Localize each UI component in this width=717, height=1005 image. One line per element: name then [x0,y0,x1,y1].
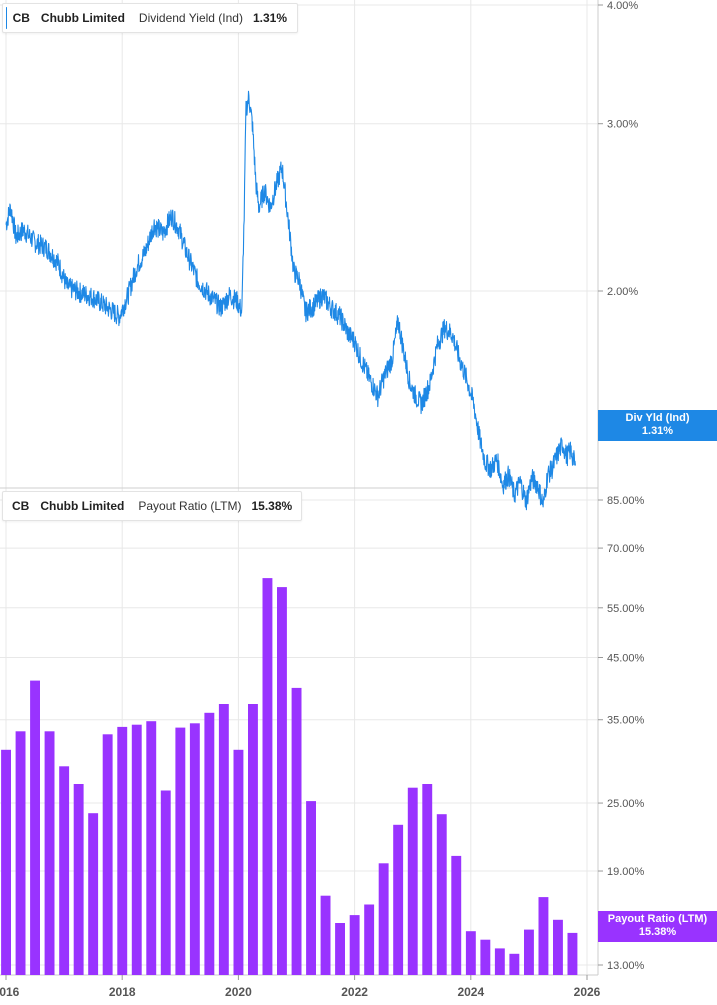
payout-y-tick-label: 85.00% [607,495,645,507]
payout-ratio-bar [378,863,389,975]
payout-y-tick-label: 70.00% [607,543,645,555]
payout-y-axis-ticks: 85.00% 70.00% 55.00% 45.00% 35.00% 25.00% 19.0… [598,495,645,972]
payout-ratio-bar [436,814,447,975]
payout-ratio-value-badge: Payout Ratio (LTM) 15.38% [598,911,717,942]
payout-ratio-bar [262,578,273,975]
payout-ratio-bar [524,929,534,975]
legend-metric-value: 15.38% [251,499,293,513]
x-tick-label: 2016 [0,985,20,999]
payout-ratio-bar [335,923,345,975]
payout-ratio-bar [320,895,331,975]
payout-ratio-bar [59,766,70,975]
payout-ratio-bar [509,953,520,975]
legend-metric-name: Dividend Yield (Ind) [138,11,243,25]
payout-ratio-bar [131,724,142,975]
payout-ratio-bar [44,731,55,975]
x-axis-ticks: 2016 2018 2020 2022 2024 2026 [0,975,601,999]
payout-y-tick-label: 13.00% [607,960,645,972]
payout-ratio-bar [306,801,316,975]
payout-ratio-bar [88,813,99,975]
payout-y-tick-label: 55.00% [607,603,645,615]
payout-y-tick-label: 45.00% [607,652,645,664]
payout-ratio-bar [218,704,229,975]
payout-ratio-bar [248,704,258,975]
payout-ratio-bar [364,904,375,975]
legend-company-name: Chubb Limited [40,11,125,25]
payout-ratio-bar [160,790,171,975]
payout-ratio-bar [102,734,113,975]
yield-y-tick-label: 2.00% [607,286,638,298]
payout-ratio-bar [451,855,462,975]
payout-ratio-bar [465,931,476,975]
payout-y-tick-label: 25.00% [607,798,645,810]
dividend-yield-line [5,90,576,511]
payout-ratio-bar [480,939,491,975]
payout-ratio-bar [189,723,200,975]
badge-label: Div Yld (Ind) [625,412,690,424]
yield-y-tick-label: 4.00% [607,0,638,12]
payout-ratio-bar [175,727,186,975]
payout-ratio-bar [146,721,157,975]
payout-ratio-bar [15,731,26,975]
payout-ratio-bar [494,948,505,975]
payout-ratio-bar [277,587,287,975]
legend-metric-name: Payout Ratio (LTM) [138,499,242,513]
payout-ratio-bar [567,932,578,975]
payout-ratio-panel [1,578,578,975]
yield-y-axis-ticks: 4.00% 3.00% 2.00% [598,0,638,298]
x-tick-label: 2024 [457,985,484,999]
payout-ratio-bar [204,712,215,975]
payout-ratio-bar [538,897,549,975]
payout-ratio-bar [73,784,84,975]
x-tick-label: 2018 [109,985,136,999]
payout-ratio-bar [233,749,244,975]
payout-ratio-bar [30,680,40,975]
dividend-yield-color-swatch [6,7,7,29]
payout-y-tick-label: 35.00% [607,715,645,727]
payout-ratio-legend[interactable]: CB Chubb Limited Payout Ratio (LTM) 15.3… [2,491,302,521]
badge-value: 15.38% [638,926,677,938]
payout-ratio-bar [407,787,418,975]
payout-ratio-bar [553,919,563,975]
payout-ratio-bar [393,824,404,975]
payout-ratio-bar [1,749,11,975]
badge-label: Payout Ratio (LTM) [607,913,708,925]
legend-metric-value: 1.31% [252,11,287,25]
payout-ratio-bar [117,726,128,975]
badge-value: 1.31% [641,425,674,437]
dividend-yield-value-badge: Div Yld (Ind) 1.31% [598,410,717,441]
legend-ticker-symbol: CB [12,499,30,513]
legend-ticker-symbol: CB [12,11,30,25]
payout-ratio-bar [349,915,360,975]
yield-y-tick-label: 3.00% [607,119,638,131]
x-tick-label: 2020 [225,985,252,999]
payout-ratio-bar [422,784,433,975]
x-tick-label: 2026 [574,985,601,999]
payout-ratio-bar [291,687,302,975]
payout-y-tick-label: 19.00% [607,866,645,878]
x-tick-label: 2022 [341,985,368,999]
dividend-yield-legend[interactable]: CB Chubb Limited Dividend Yield (Ind) 1.… [2,3,298,33]
dividend-yield-panel [5,90,576,511]
legend-company-name: Chubb Limited [40,499,125,513]
